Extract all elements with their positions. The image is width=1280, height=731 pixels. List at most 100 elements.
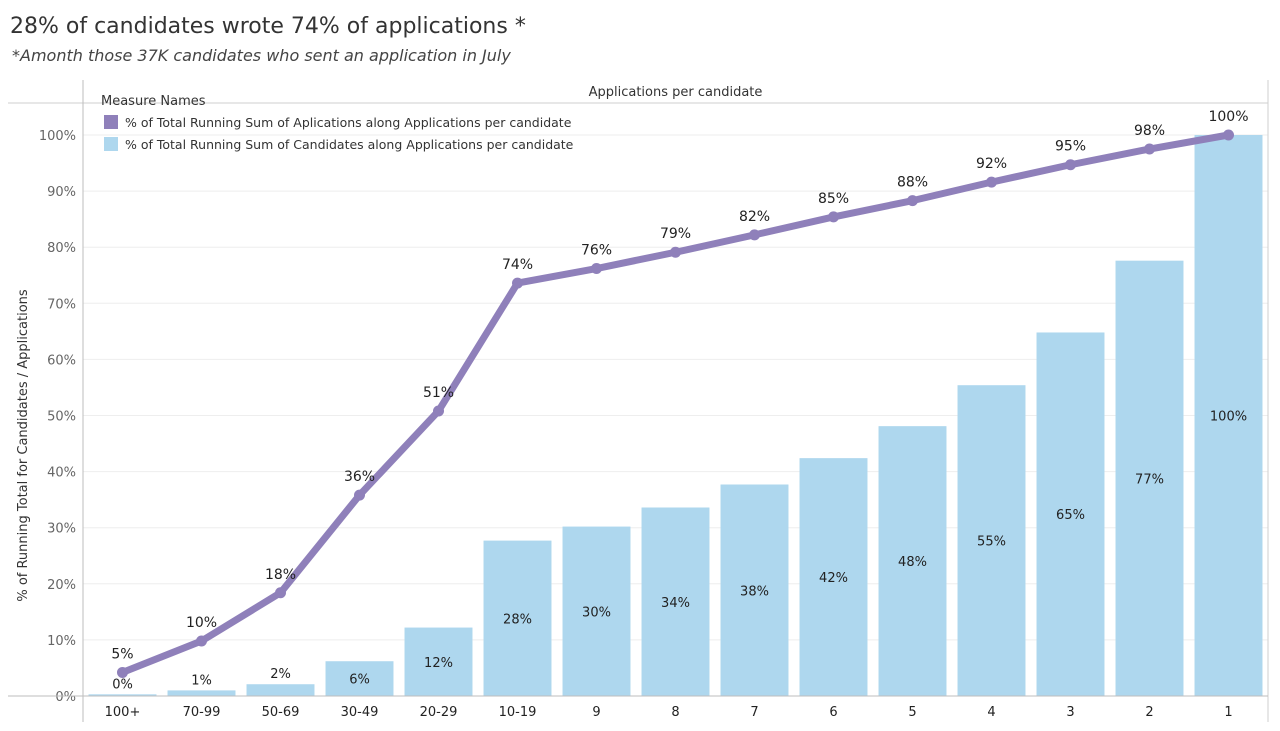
bar-label: 42% — [819, 571, 848, 586]
line-point — [1065, 159, 1076, 171]
point-label: 92% — [976, 156, 1007, 172]
y-tick-label: 30% — [47, 522, 76, 537]
line-point — [512, 277, 523, 289]
bar-series: 0% 1% 2% 6% 12% 28% 30% 34% 38% 42% 48% 55% 65% 77% 10… — [88, 135, 1263, 696]
bar — [878, 426, 947, 696]
x-tick-label: 8 — [671, 705, 679, 720]
point-label: 88% — [897, 175, 928, 191]
line-point — [196, 635, 207, 647]
bar — [88, 694, 157, 696]
x-tick-label: 5 — [908, 705, 916, 720]
y-tick-label: 40% — [47, 466, 76, 481]
line-point — [828, 211, 839, 223]
x-tick-label: 6 — [829, 705, 837, 720]
line-point — [907, 195, 918, 207]
chart-frame — [8, 80, 1269, 722]
bar — [325, 661, 394, 696]
line-point — [354, 489, 365, 501]
legend-swatch — [104, 115, 118, 129]
bar — [641, 507, 710, 696]
chart-title: 28% of candidates wrote 74% of applicati… — [10, 14, 526, 39]
bar — [167, 690, 236, 696]
legend-title: Measure Names — [101, 94, 206, 109]
bar — [720, 484, 789, 696]
point-label: 18% — [265, 567, 296, 583]
line-point — [433, 405, 444, 417]
line-point — [591, 263, 602, 275]
bar — [1194, 135, 1263, 696]
point-label: 85% — [818, 191, 849, 207]
bar-label: 38% — [740, 584, 769, 599]
x-axis-title: Applications per candidate — [589, 85, 763, 100]
point-label: 82% — [739, 209, 770, 225]
bar — [483, 540, 552, 696]
bar-label: 77% — [1135, 472, 1164, 487]
line-series: 5% 10% 18% 36% 51% 74% 76% 79% 82% 85% 88% 92% 95% 98… — [111, 109, 1249, 678]
line-point — [275, 587, 286, 599]
point-label: 51% — [423, 385, 454, 401]
line-point — [749, 229, 760, 241]
y-tick-label: 80% — [47, 241, 76, 256]
x-tick-label: 3 — [1066, 705, 1074, 720]
y-tick-label: 0% — [55, 690, 76, 705]
bar-label: 100% — [1210, 410, 1247, 425]
y-tick-label: 50% — [47, 410, 76, 425]
y-tick-label: 90% — [47, 185, 76, 200]
legend: Measure Names % of Total Running Sum of A… — [101, 94, 574, 152]
point-label: 10% — [186, 615, 217, 631]
chart-subtitle: *Amonth those 37K candidates who sent an… — [12, 46, 511, 65]
bar — [562, 526, 631, 696]
bar — [404, 627, 473, 696]
x-tick-label: 1 — [1224, 705, 1232, 720]
point-label: 100% — [1208, 109, 1248, 125]
x-tick-label: 2 — [1145, 705, 1153, 720]
y-tick-label: 100% — [39, 129, 76, 144]
x-axis-ticks: 100+ 70-99 50-69 30-49 20-29 10-19 9 8 7 6 5 4 3 2 1 — [105, 705, 1233, 720]
line-point — [670, 246, 681, 258]
bar-label: 48% — [898, 555, 927, 570]
point-label: 5% — [111, 646, 133, 662]
y-axis-ticks: 0% 10% 20% 30% 40% 50% 60% 70% 80% 90% 100% — [39, 129, 76, 705]
point-label: 36% — [344, 469, 375, 485]
bar — [1115, 260, 1184, 696]
point-label: 74% — [502, 257, 533, 273]
y-tick-label: 20% — [47, 578, 76, 593]
x-tick-label: 10-19 — [499, 705, 537, 720]
bar-label: 65% — [1056, 508, 1085, 523]
y-tick-label: 70% — [47, 297, 76, 312]
bar-label: 2% — [270, 667, 291, 682]
bar — [246, 684, 315, 696]
x-tick-label: 20-29 — [420, 705, 458, 720]
legend-label: % of Total Running Sum of Aplications al… — [125, 115, 572, 130]
bar-label: 12% — [424, 656, 453, 671]
bar-label: 30% — [582, 605, 611, 620]
x-tick-label: 100+ — [105, 705, 141, 720]
legend-label: % of Total Running Sum of Candidates alo… — [125, 137, 574, 152]
line-point — [986, 176, 997, 188]
line-point — [117, 666, 128, 678]
bar-label: 6% — [349, 673, 370, 688]
bar-label: 0% — [112, 677, 133, 692]
point-label: 76% — [581, 243, 612, 259]
line-point — [1144, 143, 1155, 155]
x-tick-label: 70-99 — [183, 705, 221, 720]
x-tick-label: 30-49 — [341, 705, 379, 720]
x-tick-label: 7 — [750, 705, 758, 720]
bar-label: 55% — [977, 535, 1006, 550]
y-axis-title: % of Running Total for Candidates / Appl… — [16, 289, 31, 602]
y-tick-label: 60% — [47, 353, 76, 368]
bar — [957, 385, 1026, 696]
bar — [1036, 332, 1105, 696]
legend-swatch — [104, 137, 118, 151]
bar — [799, 458, 868, 696]
x-tick-label: 4 — [987, 705, 995, 720]
x-tick-label: 50-69 — [262, 705, 300, 720]
point-label: 79% — [660, 226, 691, 242]
x-tick-label: 9 — [592, 705, 600, 720]
y-tick-label: 10% — [47, 634, 76, 649]
line-point — [1223, 129, 1234, 141]
bar-label: 1% — [191, 673, 212, 688]
point-label: 95% — [1055, 139, 1086, 155]
point-label: 98% — [1134, 123, 1165, 139]
